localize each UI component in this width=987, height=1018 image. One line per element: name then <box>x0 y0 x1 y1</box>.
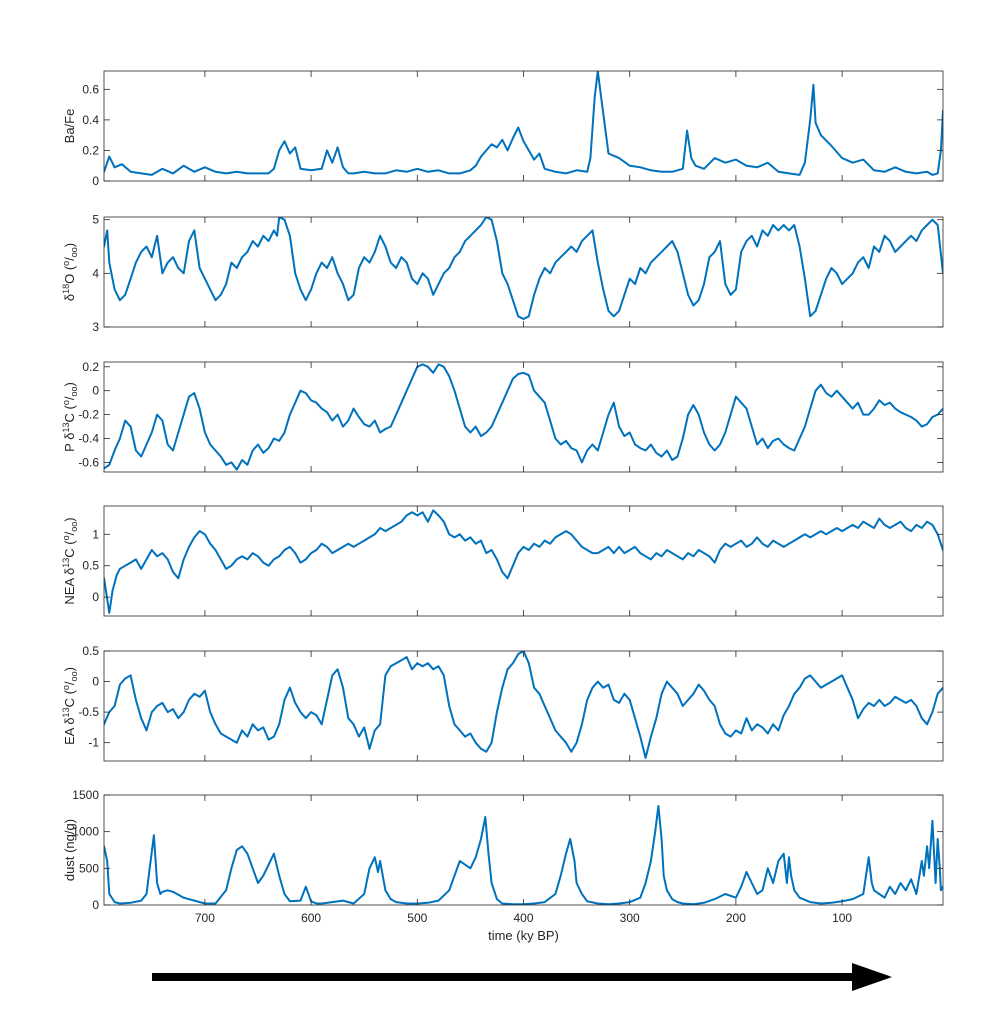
label-superscript: o <box>61 400 71 405</box>
label-text: ) <box>62 243 77 247</box>
x-tick-label: 100 <box>832 911 852 925</box>
label-text: NEA δ <box>62 568 77 605</box>
y-tick-label: 0 <box>92 590 99 604</box>
x-axis-label: time (ky BP) <box>488 928 559 943</box>
label-text: / <box>62 396 77 400</box>
series-line-panel-1 <box>104 71 943 176</box>
label-superscript: 18 <box>61 284 71 294</box>
series-line-panel-5 <box>104 651 943 759</box>
panel-6: 0 500 1000 1500 dust (ng/g) <box>62 788 944 912</box>
y-axis-label-panel-3: P δ13C (o/oo) <box>61 382 79 452</box>
label-subscript: oo <box>69 522 79 532</box>
arrow-head <box>852 963 892 991</box>
series-line-panel-3 <box>104 363 943 471</box>
label-subscript: oo <box>69 671 79 681</box>
y-tick-label: 0.2 <box>82 360 99 374</box>
y-tick-label: 4 <box>92 266 99 280</box>
label-text: ) <box>62 667 77 671</box>
y-axis-label-panel-5: EA δ13C (o/oo) <box>61 667 79 745</box>
label-text: δ <box>62 294 77 301</box>
y-axis-label-panel-6: dust (ng/g) <box>62 819 77 881</box>
panel-4: 0 0.5 1 NEA δ13C (o/oo) <box>61 505 944 617</box>
y-tick-label: -1 <box>88 736 99 750</box>
panel-1: 0 0.2 0.4 0.6 Ba/Fe <box>62 70 944 188</box>
y-tick-label: -0.6 <box>78 455 99 469</box>
y-tick-label: -0.4 <box>78 432 99 446</box>
series-line-panel-6 <box>104 805 943 905</box>
label-text: ) <box>62 382 77 386</box>
label-superscript: 13 <box>61 707 71 717</box>
label-subscript: oo <box>69 247 79 257</box>
y-tick-label: 0 <box>92 898 99 912</box>
y-tick-label: -0.5 <box>78 705 99 719</box>
y-tick-label: 0 <box>92 384 99 398</box>
label-text: O ( <box>62 265 77 284</box>
label-superscript: 13 <box>61 558 71 568</box>
y-axis-label-panel-4: NEA δ13C (o/oo) <box>61 517 79 604</box>
y-tick-label: 0.5 <box>82 644 99 658</box>
panel-2: 3 4 5 δ18O (o/oo) <box>61 213 944 334</box>
y-tick-label: 1 <box>92 527 99 541</box>
y-tick-label: 0.5 <box>82 559 99 573</box>
y-tick-label: 0 <box>92 174 99 188</box>
y-tick-label: 3 <box>92 320 99 334</box>
y-axis-label-panel-1: Ba/Fe <box>62 109 77 144</box>
y-tick-label: 1500 <box>72 788 99 802</box>
y-tick-label: -0.2 <box>78 408 99 422</box>
y-tick-label: 0.4 <box>82 113 99 127</box>
label-superscript: o <box>61 261 71 266</box>
label-subscript: oo <box>69 387 79 397</box>
time-direction-arrow <box>152 963 892 991</box>
label-text: / <box>62 257 77 261</box>
label-text: / <box>62 531 77 535</box>
label-text: / <box>62 681 77 685</box>
x-tick-label: 300 <box>620 911 640 925</box>
x-tick-label: 400 <box>513 911 533 925</box>
y-tick-label: 5 <box>92 213 99 227</box>
label-text: C ( <box>62 540 77 558</box>
label-superscript: o <box>61 535 71 540</box>
x-tick-label: 200 <box>726 911 746 925</box>
y-tick-label: 500 <box>79 861 99 875</box>
panel-5: -1-0.500.5EA δ13C (o/oo) <box>61 644 944 762</box>
label-text: ) <box>62 517 77 521</box>
label-text: C ( <box>62 405 77 423</box>
y-tick-label: 0 <box>92 675 99 689</box>
y-tick-label: 0.6 <box>82 82 99 96</box>
label-text: C ( <box>62 689 77 707</box>
x-tick-label: 700 <box>195 911 215 925</box>
x-axis-tick-labels: 700 600 500 400 300 200 100 <box>195 911 853 925</box>
series-line-panel-4 <box>104 509 943 614</box>
label-text: P δ <box>62 433 77 452</box>
label-superscript: 13 <box>61 423 71 433</box>
label-text: EA δ <box>62 717 77 744</box>
x-tick-label: 500 <box>407 911 427 925</box>
y-tick-label: 0.2 <box>82 143 99 157</box>
label-superscript: o <box>61 685 71 690</box>
series-line-panel-2 <box>104 217 943 320</box>
y-tick-label: 1000 <box>72 825 99 839</box>
panel-3: -0.6-0.4-0.200.2P δ13C (o/oo) <box>61 360 944 473</box>
x-tick-label: 600 <box>301 911 321 925</box>
y-axis-label-panel-2: δ18O (o/oo) <box>61 243 79 301</box>
